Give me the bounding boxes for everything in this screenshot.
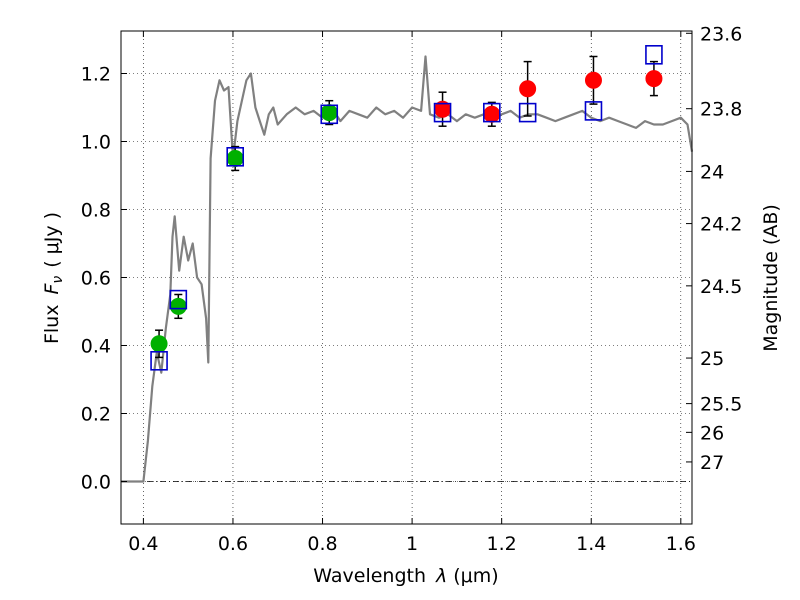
model-photometry-square [483,102,501,123]
magnitude-tick-label: 27 [700,452,724,474]
magnitude-axis: 23.6 23.8 24 24.2 24.5 25 25.5 26 27 [686,23,742,474]
y-axis-label: FluxFν( μJy ) [41,212,66,344]
magnitude-tick-label: 25 [700,348,724,370]
model-photometry-square [518,102,537,123]
red-data-point [519,80,537,98]
model-photometry-square [226,147,244,167]
magnitude-tick-label: 23.6 [700,23,742,45]
y-tick-label: 0.0 [81,472,111,494]
magnitude-tick-label: 24.5 [700,276,742,298]
x-axis: 0.4 0.6 0.8 1 1.2 1.4 1.6 [128,31,696,555]
y-tick-label: 0.6 [81,268,111,290]
magnitude-tick-label: 23.8 [700,99,742,121]
y-tick-label: 0.8 [81,200,111,222]
model-photometry-square [584,101,603,121]
x-tick-label: 1.6 [666,533,696,555]
model-photometry-square [433,102,452,123]
x-tick-label: 1 [406,533,418,555]
green-data-point [169,297,187,315]
data-points [150,44,663,371]
green-data-point [226,150,244,167]
green-data-point [320,104,338,122]
x-tick-label: 1.2 [487,533,517,555]
x-axis-label: Wavelength λ (μm) [313,565,498,587]
red-data-point [645,70,663,88]
magnitude-tick-label: 24.2 [700,214,742,236]
model-photometry-square [320,104,339,125]
red-data-point [584,71,602,89]
x-tick-label: 0.6 [218,533,248,555]
model-photometry-square [645,44,663,65]
plot-background [121,31,692,524]
y-tick-label: 1.2 [81,64,111,86]
red-data-point [483,105,501,123]
magnitude-axis-label: Magnitude (AB) [760,204,782,352]
model-photometry-square [150,350,168,371]
model-spectrum-line [121,55,694,483]
x-tick-label: 0.4 [128,533,158,555]
y-tick-label: 1.0 [81,132,111,154]
y-tick-label: 0.2 [81,404,111,426]
magnitude-tick-label: 24 [700,161,724,183]
magnitude-tick-label: 25.5 [700,394,742,416]
x-tick-label: 1.4 [576,533,606,555]
green-data-point [150,335,168,353]
y-axis: 0.0 0.2 0.4 0.6 0.8 1.0 1.2 [81,64,127,494]
magnitude-tick-label: 26 [700,422,724,444]
x-tick-label: 0.8 [307,533,337,555]
y-tick-label: 0.4 [81,336,111,358]
spectrum-path [121,55,694,483]
model-photometry-square [169,289,188,310]
